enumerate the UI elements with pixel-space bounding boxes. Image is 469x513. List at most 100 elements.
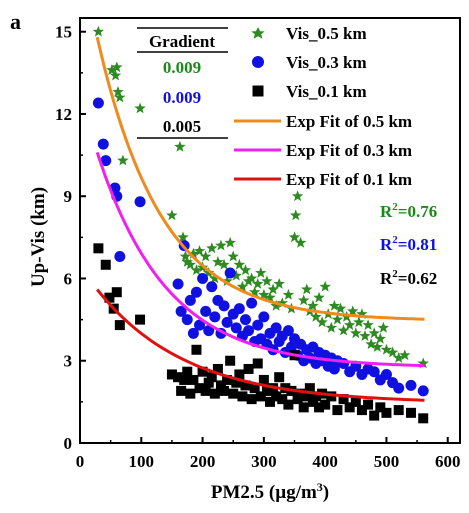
- star-point: [290, 209, 302, 221]
- axis-ticks: 0 100 200 300 400 500 600 0 3 6 9 12 15: [55, 23, 460, 471]
- fit-curves: [95, 36, 425, 402]
- star-point: [261, 275, 273, 287]
- star-point: [325, 321, 337, 333]
- square-point: [418, 413, 429, 424]
- star-point: [386, 346, 399, 358]
- legend-label-fit-0.1km: Exp Fit of 0.1 km: [286, 170, 412, 189]
- plot-frame: [79, 17, 461, 444]
- x-tick-label: 100: [129, 452, 155, 471]
- star-point: [291, 190, 304, 202]
- star-point: [117, 154, 129, 166]
- star-point: [92, 25, 105, 37]
- square-point: [271, 391, 282, 402]
- circle-point: [405, 379, 417, 391]
- square-point: [194, 383, 205, 394]
- star-point: [301, 283, 313, 295]
- square-point: [338, 394, 349, 405]
- star-point: [236, 280, 249, 292]
- y-tick-label: 0: [64, 434, 73, 453]
- circle-point: [194, 319, 206, 331]
- star-point: [294, 236, 307, 248]
- square-point: [283, 399, 294, 410]
- square-point: [277, 394, 288, 405]
- square-point: [212, 363, 223, 374]
- circle-point: [393, 382, 405, 394]
- star-point: [193, 245, 206, 256]
- circle-point: [252, 319, 264, 331]
- star-point: [380, 343, 393, 355]
- square-point: [185, 388, 196, 399]
- square-point: [298, 402, 309, 413]
- square-point: [393, 405, 404, 416]
- legend-label-vis-0.1km: Vis_0.1 km: [286, 82, 367, 101]
- legend-label-vis-0.5km: Vis_0.5 km: [286, 24, 367, 43]
- star-point: [393, 352, 405, 363]
- star-point: [252, 278, 264, 289]
- circle-point: [270, 322, 282, 334]
- square-point: [332, 405, 343, 416]
- star-point: [227, 250, 239, 262]
- legend-square-marker: [252, 85, 264, 97]
- square-point: [203, 377, 214, 388]
- star-point: [190, 264, 203, 276]
- star-point: [199, 250, 212, 262]
- square-point: [258, 374, 269, 385]
- star-point: [181, 256, 193, 267]
- circle-point: [218, 300, 230, 312]
- legend-item-fit-0.5km: Exp Fit of 0.5 km: [234, 112, 412, 131]
- legend: Vis_0.5 km Vis_0.3 km Vis_0.1 km Exp Fit…: [234, 24, 412, 189]
- star-point: [337, 324, 350, 336]
- circle-point: [282, 325, 294, 337]
- star-point: [187, 247, 200, 259]
- circle-point: [209, 311, 221, 323]
- square-point: [234, 369, 245, 380]
- x-tick-label: 500: [374, 452, 400, 471]
- square-point: [209, 388, 220, 399]
- star-point: [242, 275, 255, 287]
- star-point: [179, 250, 192, 262]
- circle-point: [190, 286, 202, 298]
- circle-point: [197, 272, 209, 284]
- square-point: [375, 402, 386, 413]
- star-point: [184, 258, 196, 270]
- square-point: [240, 380, 251, 391]
- square-point: [369, 410, 380, 421]
- square-point: [274, 372, 285, 383]
- circle-point: [246, 297, 258, 309]
- star-point: [264, 291, 276, 303]
- star-point: [221, 275, 233, 287]
- star-point: [331, 313, 344, 325]
- star-point: [233, 258, 246, 270]
- circle-point: [368, 366, 380, 378]
- star-point: [255, 267, 267, 278]
- square-point: [350, 396, 361, 407]
- circle-point: [243, 325, 255, 337]
- square-point: [222, 374, 233, 385]
- star-point: [111, 61, 123, 73]
- circle-point: [92, 97, 104, 109]
- star-point: [362, 319, 374, 330]
- square-point: [104, 292, 115, 303]
- star-point: [276, 297, 288, 308]
- star-point: [112, 86, 124, 97]
- square-point: [249, 383, 260, 394]
- square-point: [231, 377, 242, 388]
- legend-item-vis-0.1km: Vis_0.1 km: [252, 82, 367, 101]
- square-point: [100, 259, 111, 270]
- star-point: [353, 316, 365, 328]
- square-point: [219, 385, 230, 396]
- y-tick-label: 9: [64, 187, 73, 206]
- star-point: [212, 256, 224, 267]
- star-point: [298, 294, 310, 306]
- square-point: [252, 358, 263, 369]
- legend-item-fit-0.3km: Exp Fit of 0.3 km: [234, 141, 412, 160]
- fit-curve: [96, 288, 425, 402]
- square-point: [310, 391, 321, 402]
- y-tick-label: 12: [55, 105, 72, 124]
- x-tick-label: 300: [251, 452, 277, 471]
- square-point: [292, 394, 303, 405]
- square-point: [255, 391, 266, 402]
- square-point: [295, 388, 306, 399]
- circle-point: [114, 251, 126, 263]
- star-point: [206, 242, 218, 254]
